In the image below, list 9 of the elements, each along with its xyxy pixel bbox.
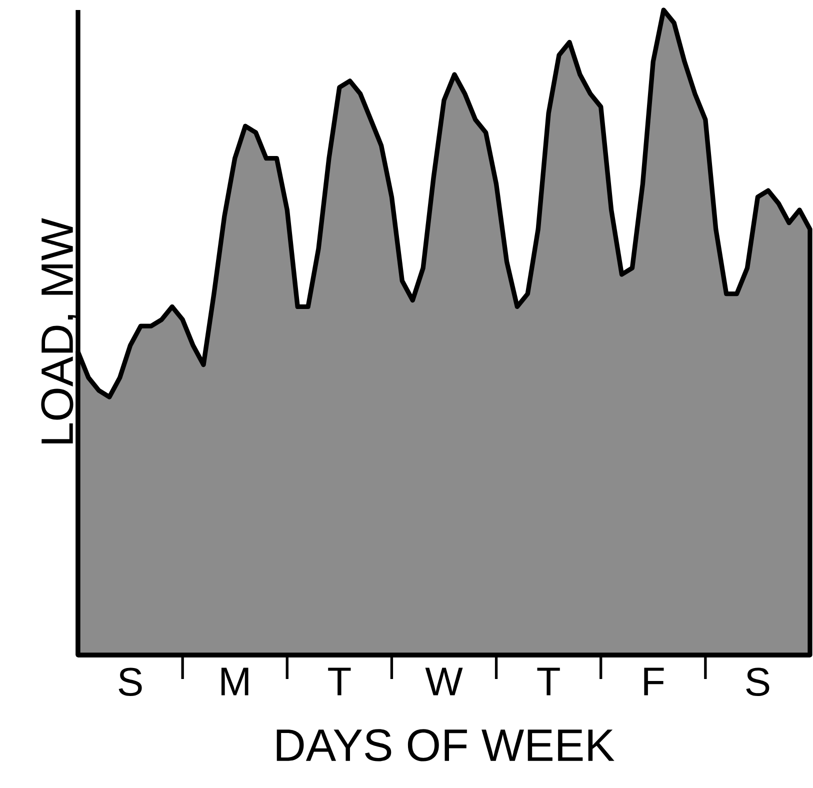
x-tick-label: S xyxy=(746,668,770,696)
x-tick-label: W xyxy=(425,668,463,696)
x-tick-label: T xyxy=(328,668,351,696)
x-axis-title: DAYS OF WEEK xyxy=(276,729,614,762)
x-tick-label: F xyxy=(644,668,664,696)
x-tick-label: T xyxy=(537,668,560,696)
x-tick-label: S xyxy=(118,668,142,696)
y-axis-title: LOAD, MW xyxy=(41,218,79,444)
x-tick-label: M xyxy=(221,668,248,696)
